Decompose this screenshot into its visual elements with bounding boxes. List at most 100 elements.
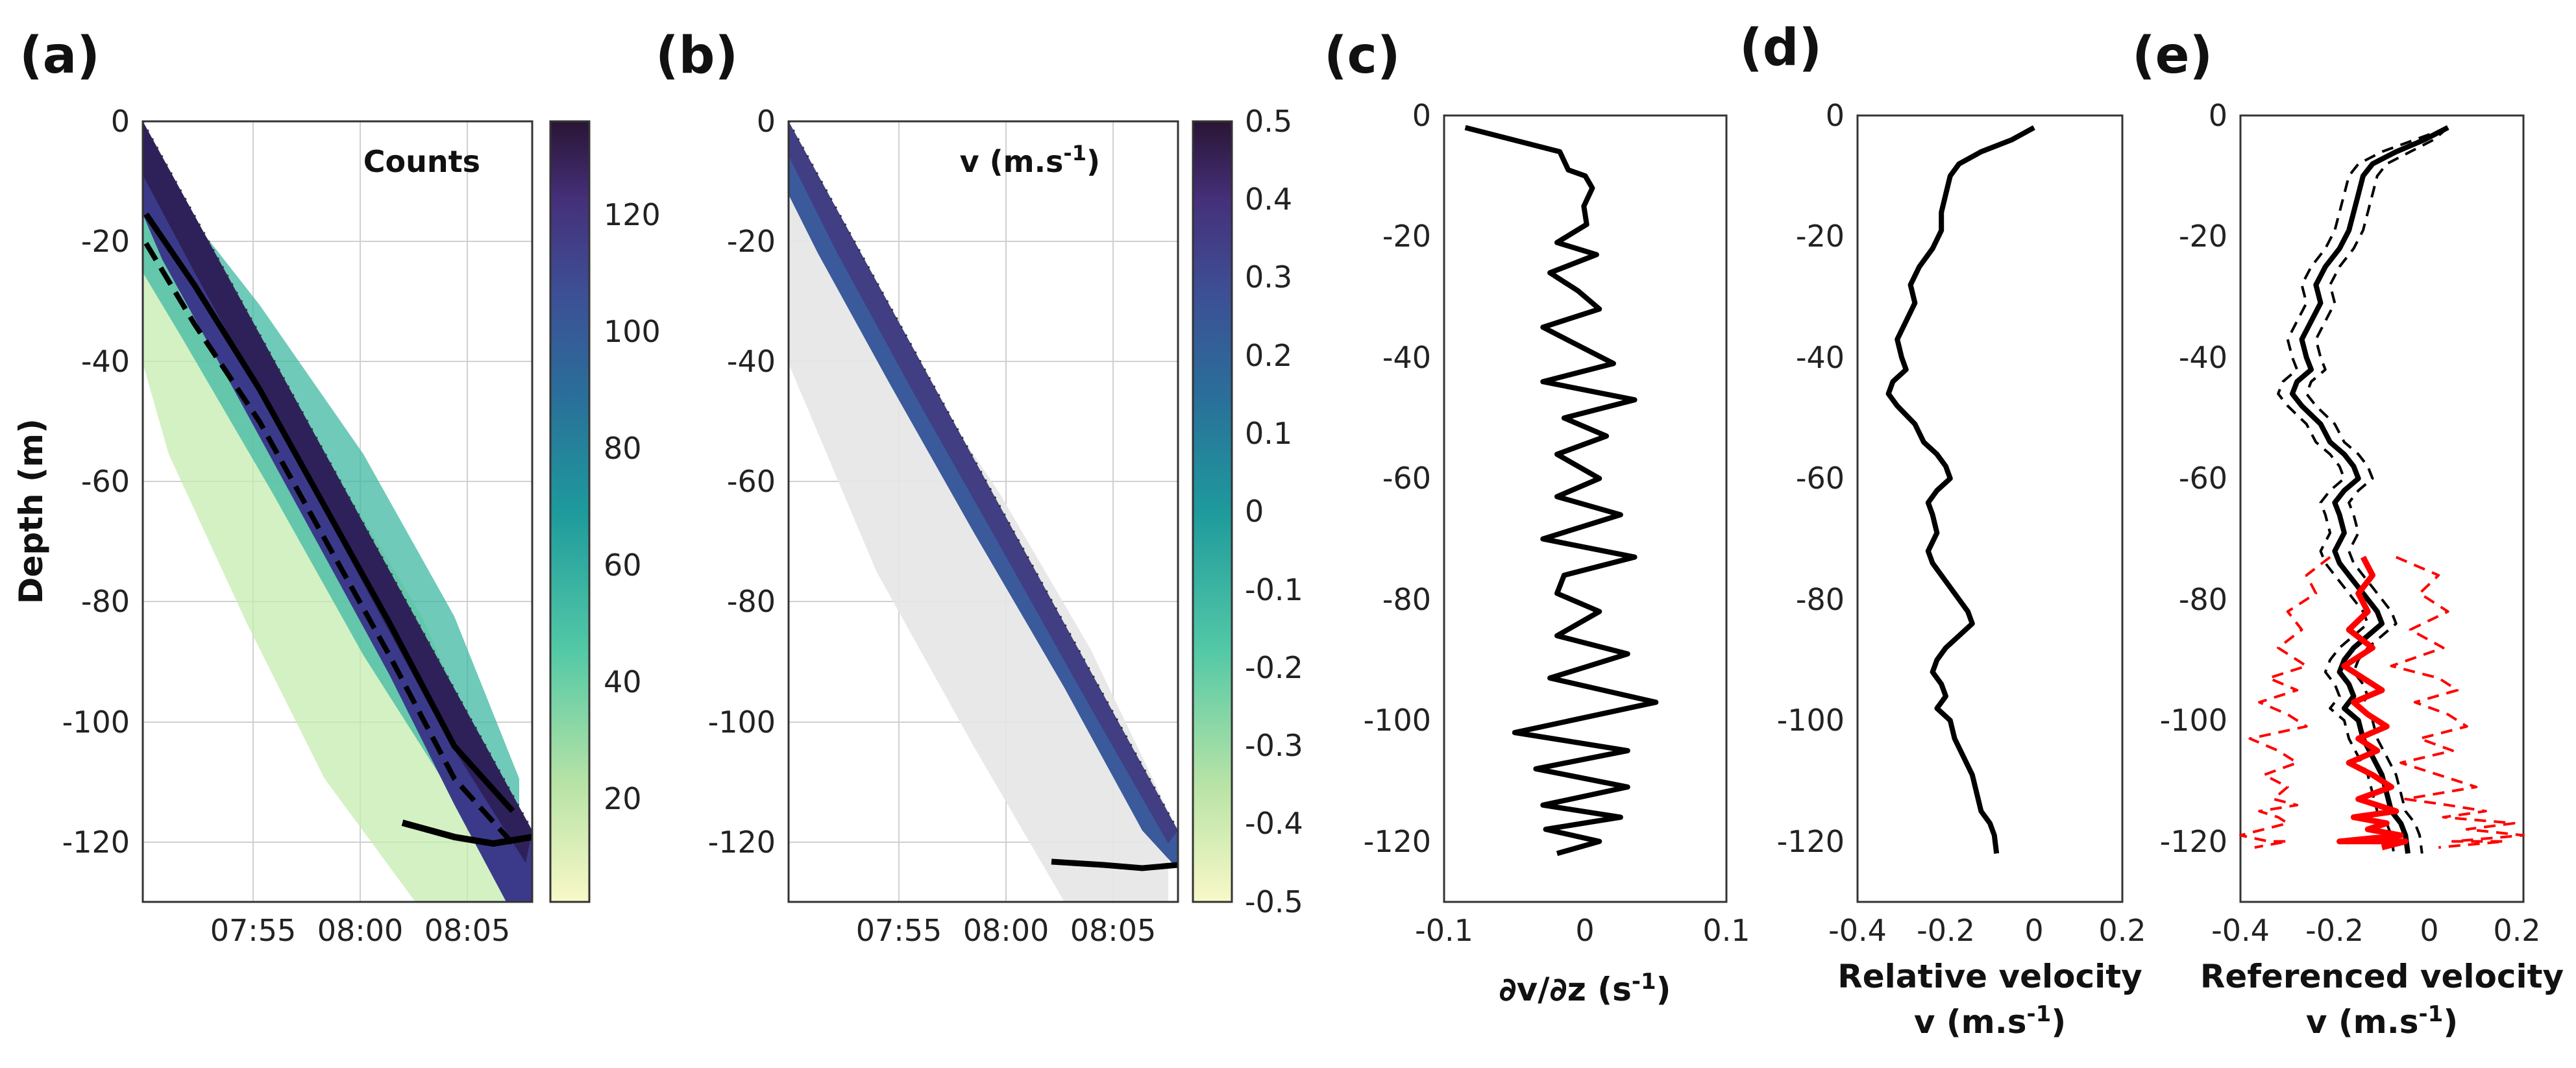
ytick: 0 bbox=[2209, 98, 2227, 133]
ytick: -80 bbox=[1796, 582, 1845, 617]
panel-a-frame bbox=[141, 120, 534, 903]
ytick: -120 bbox=[1777, 824, 1845, 859]
series-line-relative bbox=[1885, 125, 2035, 854]
counts-contour-upper bbox=[143, 212, 515, 814]
xtick: -0.1 bbox=[1415, 913, 1473, 948]
series-line-ship-adcp-lower bbox=[2239, 556, 2331, 849]
ytick: -100 bbox=[62, 705, 130, 740]
cbar-tick: -0.4 bbox=[1245, 806, 1303, 841]
panel-d-xticks: -0.4 -0.2 0 0.2 bbox=[1828, 913, 2146, 948]
cbar-tick: 20 bbox=[604, 781, 642, 816]
panel-b-frame bbox=[787, 120, 1179, 903]
panel-c-yticks: 0 -20 -40 -60 -80 -100 -120 bbox=[1364, 98, 1431, 859]
panel-d-frame bbox=[1856, 114, 2124, 903]
cbar-tick: 0.2 bbox=[1245, 338, 1292, 373]
xtick: 08:00 bbox=[317, 913, 404, 948]
ytick: -60 bbox=[81, 464, 130, 499]
ytick: -120 bbox=[62, 825, 130, 860]
series-line-referenced bbox=[2289, 125, 2449, 854]
xtick: 08:00 bbox=[963, 913, 1049, 948]
panel-b-label: (b) bbox=[656, 27, 738, 85]
xtick: -0.4 bbox=[1828, 913, 1887, 948]
panel-e-plot bbox=[2239, 125, 2525, 854]
cbar-tick: -0.1 bbox=[1245, 572, 1303, 607]
panel-d-yticks: 0 -20 -40 -60 -80 -100 -120 bbox=[1777, 98, 1845, 859]
ytick: -120 bbox=[708, 825, 776, 860]
ytick: 0 bbox=[757, 104, 776, 139]
xtick: 08:05 bbox=[1070, 913, 1157, 948]
ytick: -100 bbox=[1777, 703, 1845, 738]
ytick: -20 bbox=[1382, 219, 1431, 254]
xtick: 0.2 bbox=[2493, 913, 2540, 948]
panel-e-yticks: 0 -20 -40 -60 -80 -100 -120 bbox=[2160, 98, 2227, 859]
panel-e-label: (e) bbox=[2132, 27, 2213, 85]
ytick: -120 bbox=[2160, 824, 2227, 859]
panel-c-xticks: -0.1 0 0.1 bbox=[1415, 913, 1750, 948]
ytick: -80 bbox=[81, 584, 130, 619]
counts-contour-lower bbox=[143, 241, 515, 845]
panel-d-label: (d) bbox=[1739, 19, 1822, 77]
series-line-referenced-lower bbox=[2277, 126, 2449, 854]
panel-e-xlabel: Referenced velocity bbox=[2200, 958, 2564, 995]
ytick: 0 bbox=[1412, 98, 1431, 133]
panel-b-xticks: 07:55 08:00 08:05 bbox=[856, 913, 1157, 948]
cbar-tick: 0.3 bbox=[1245, 260, 1292, 295]
xtick: 0 bbox=[1575, 913, 1594, 948]
series-line-ship-adcp-upper bbox=[2390, 555, 2525, 849]
xtick: 0 bbox=[2420, 913, 2438, 948]
cbar-tick: -0.2 bbox=[1245, 650, 1303, 685]
panel-a-heatmap bbox=[143, 121, 532, 902]
ytick: -40 bbox=[2179, 340, 2227, 375]
ytick: -100 bbox=[2160, 703, 2227, 738]
cbar-tick: 0.5 bbox=[1245, 104, 1292, 139]
cbar-tick: -0.3 bbox=[1245, 728, 1303, 763]
series-line-dvdz bbox=[1464, 125, 1659, 856]
ytick: -80 bbox=[1382, 582, 1431, 617]
ytick: -40 bbox=[81, 344, 130, 379]
panel-c-frame bbox=[1443, 114, 1728, 903]
panel-c-plot bbox=[1464, 125, 1659, 856]
cbar-tick: -0.5 bbox=[1245, 884, 1303, 919]
xtick: -0.4 bbox=[2211, 913, 2270, 948]
panel-c: (c) 0 -20 -40 -60 -80 -100 -120 -0.1 0 0… bbox=[1324, 27, 1750, 1008]
panel-a-inset-label: Counts bbox=[363, 144, 480, 179]
ytick: -40 bbox=[1796, 340, 1845, 375]
ytick: -100 bbox=[708, 705, 776, 740]
panel-b-yticks: 0 -20 -40 -60 -80 -100 -120 bbox=[708, 104, 776, 860]
panel-b-heatmap bbox=[789, 121, 1178, 902]
xtick: -0.2 bbox=[1917, 913, 1975, 948]
xtick: 0 bbox=[2024, 913, 2043, 948]
cbar-tick: 0 bbox=[1245, 494, 1264, 529]
velocity-bottom-track bbox=[1051, 858, 1178, 871]
ytick: -20 bbox=[81, 224, 130, 259]
cbar-tick: 40 bbox=[604, 664, 642, 699]
panel-a-xticks: 07:55 08:00 08:05 bbox=[210, 913, 511, 948]
panel-a-label: (a) bbox=[19, 27, 100, 85]
counts-top-band bbox=[143, 121, 532, 863]
ytick: -20 bbox=[1796, 219, 1845, 254]
xtick: 07:55 bbox=[210, 913, 297, 948]
panel-a-ylabel: Depth (m) bbox=[12, 419, 50, 604]
cbar-tick: 0.1 bbox=[1245, 416, 1292, 451]
panel-c-label: (c) bbox=[1324, 27, 1401, 85]
panel-d-plot bbox=[1885, 125, 2035, 854]
panel-d-xlabel: Relative velocity bbox=[1837, 958, 2142, 995]
panel-b-colorbar bbox=[1192, 120, 1233, 903]
panel-a-colorbar-ticks: 20 40 60 80 100 120 bbox=[604, 197, 661, 816]
panel-c-xlabel: ∂v/∂z (s-1) bbox=[1499, 969, 1671, 1008]
ytick: -40 bbox=[727, 344, 776, 379]
panel-a-colorbar bbox=[549, 120, 591, 903]
xtick: 0.2 bbox=[2098, 913, 2146, 948]
ytick: -60 bbox=[727, 464, 776, 499]
ytick: -60 bbox=[1382, 461, 1431, 496]
series-line-referenced-upper bbox=[2305, 127, 2449, 854]
panel-e-xticks: -0.4 -0.2 0 0.2 bbox=[2211, 913, 2540, 948]
ytick: -20 bbox=[727, 224, 776, 259]
ytick: -60 bbox=[1796, 461, 1845, 496]
xtick: 08:05 bbox=[424, 913, 511, 948]
cbar-tick: 120 bbox=[604, 197, 661, 232]
ytick: -80 bbox=[727, 584, 776, 619]
cbar-tick: 100 bbox=[604, 314, 661, 349]
ytick: -60 bbox=[2179, 461, 2227, 496]
